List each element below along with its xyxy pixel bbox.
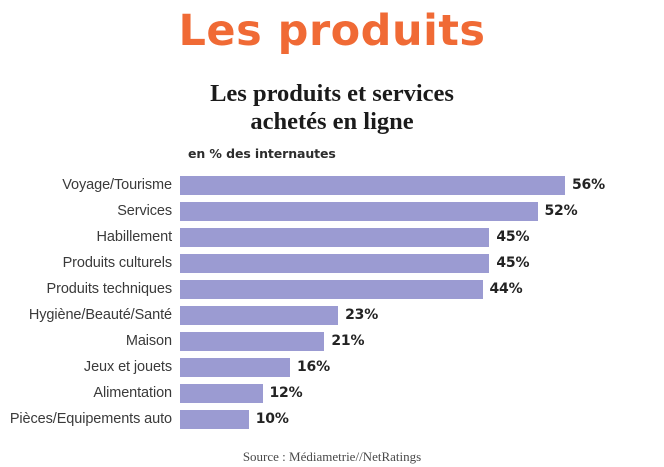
chart-title-line-2: achetés en ligne [250, 108, 414, 135]
bar-category-label: Alimentation [93, 385, 172, 401]
bar-track: 10% [180, 406, 664, 432]
bar-category-label: Services [117, 203, 172, 219]
bar-value-label: 56% [572, 177, 605, 193]
bar-track: 44% [180, 276, 664, 302]
chart-title: Les produits et services achetés en lign… [0, 80, 664, 136]
bar-value-label: 12% [269, 385, 303, 401]
bar-track: 16% [180, 354, 664, 380]
bar-category-label: Hygiène/Beauté/Santé [28, 307, 172, 323]
bar-row: Hygiène/Beauté/Santé 23% [0, 302, 664, 328]
bar-track: 56% [180, 172, 664, 198]
bar-track: 23% [180, 302, 664, 328]
bar [180, 409, 249, 429]
bar-value-label: 23% [345, 307, 379, 323]
bar-row: Produits culturels 45% [0, 250, 664, 276]
bar-value-label: 21% [331, 333, 365, 349]
bar [180, 227, 490, 247]
bar [180, 253, 490, 273]
bar [180, 279, 483, 299]
bar [180, 357, 290, 377]
bar-chart: Voyage/Tourisme 56% Services 52% Habillement… [0, 172, 664, 432]
bar-value-label: 10% [255, 411, 289, 427]
bar-category-label: Voyage/Tourisme [62, 177, 172, 193]
page-title: Les produits [178, 6, 486, 56]
bar-track: 45% [180, 224, 664, 250]
bar-category-label: Habillement [96, 229, 173, 245]
bar-value-label: 44% [489, 281, 523, 297]
bar-value-label: 45% [496, 255, 530, 271]
bar-track: 12% [180, 380, 664, 406]
bar-value-label: 52% [544, 203, 578, 219]
bar-category-label: Jeux et jouets [83, 359, 172, 375]
bar-value-label: 16% [297, 359, 330, 375]
chart-title-line-1: Les produits et services [210, 80, 454, 107]
bar-row: Produits techniques 44% [0, 276, 664, 302]
bar [180, 305, 339, 325]
bar-track: 45% [180, 250, 664, 276]
bar-row: Services 52% [0, 198, 664, 224]
bar [180, 175, 565, 195]
bar [180, 331, 325, 351]
bar-category-label: Produits culturels [62, 255, 173, 271]
bar-track: 21% [180, 328, 664, 354]
bar-track: 52% [180, 198, 664, 224]
chart-source: Source : Médiametrie//NetRatings [242, 449, 422, 464]
bar-category-label: Pièces/Equipements auto [9, 411, 172, 427]
bar-row: Pièces/Equipements auto 10% [0, 406, 664, 432]
bar [180, 201, 538, 221]
bar-row: Habillement 45% [0, 224, 664, 250]
bar-category-label: Produits techniques [46, 281, 173, 297]
bar-row: Jeux et jouets 16% [0, 354, 664, 380]
bar-row: Voyage/Tourisme 56% [0, 172, 664, 198]
bar-category-label: Maison [125, 333, 172, 349]
bar-value-label: 45% [496, 229, 530, 245]
bar-row: Maison 21% [0, 328, 664, 354]
bar [180, 383, 263, 403]
chart-unit-label: en % des internautes [188, 146, 336, 161]
bar-row: Alimentation 12% [0, 380, 664, 406]
